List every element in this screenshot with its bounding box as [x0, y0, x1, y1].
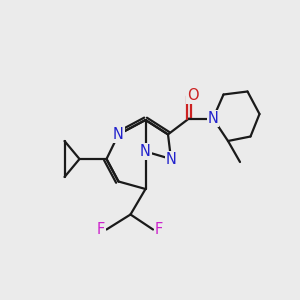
Text: N: N	[140, 144, 151, 159]
Text: F: F	[154, 222, 163, 237]
Text: N: N	[208, 111, 218, 126]
Text: N: N	[166, 152, 176, 166]
Text: F: F	[97, 222, 105, 237]
Text: O: O	[187, 88, 198, 103]
Text: N: N	[113, 127, 124, 142]
